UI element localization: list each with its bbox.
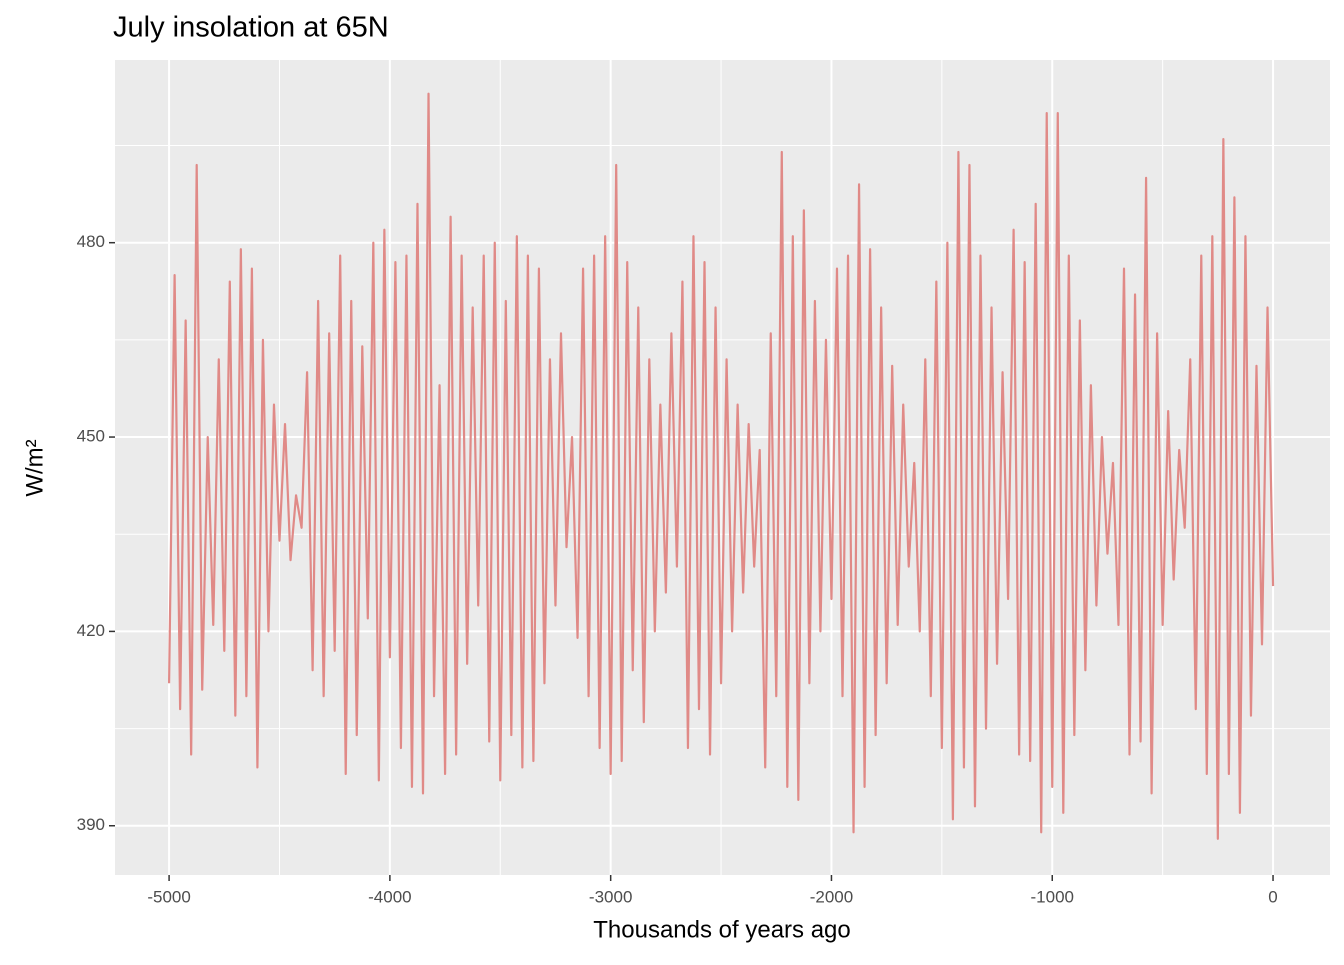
y-tick-label: 450 [77, 427, 105, 446]
chart-title: July insolation at 65N [113, 12, 389, 44]
plot-panel [115, 60, 1330, 875]
y-tick-label: 480 [77, 232, 105, 251]
x-tick-label: -4000 [368, 887, 411, 906]
x-tick-label: 0 [1268, 887, 1277, 906]
data-line [167, 92, 1275, 840]
y-axis-title: W/m² [21, 439, 48, 496]
x-axis-title: Thousands of years ago [593, 916, 851, 943]
y-tick-label: 390 [77, 815, 105, 834]
x-tick-label: -5000 [147, 887, 190, 906]
x-tick-label: -1000 [1031, 887, 1074, 906]
x-tick-label: -3000 [589, 887, 632, 906]
y-tick-label: 420 [77, 621, 105, 640]
x-tick-label: -2000 [810, 887, 853, 906]
